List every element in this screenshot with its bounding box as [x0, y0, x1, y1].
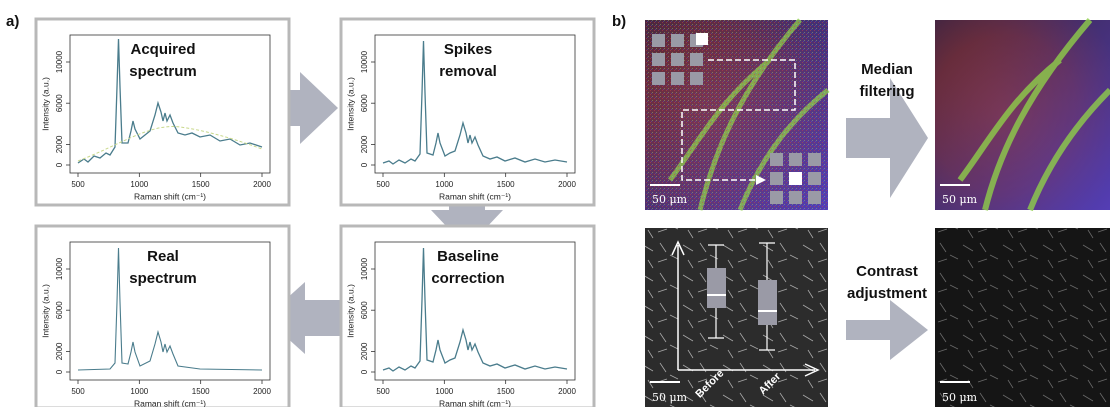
y-tick-label: 6000	[55, 94, 64, 112]
step-label: Median	[861, 61, 913, 78]
y-tick-label: 6000	[55, 301, 64, 319]
spectrum-panel: 500 1000 1500 2000 0 2000 6000 10000 Raman shift…	[341, 19, 594, 205]
step-label: adjustment	[847, 285, 927, 302]
y-tick-label: 10000	[360, 50, 369, 73]
y-tick-label: 6000	[360, 94, 369, 112]
x-tick-label: 1500	[497, 180, 515, 189]
x-tick-label: 1500	[192, 387, 210, 396]
y-axis-label: Intensity (a.u.)	[40, 284, 50, 338]
spectrum-panel: 500 1000 1500 2000 0 2000 6000 10000 Raman shift…	[36, 226, 289, 407]
x-tick-label: 1000	[435, 180, 453, 189]
x-tick-label: 2000	[253, 387, 271, 396]
y-axis-label: Intensity (a.u.)	[345, 77, 355, 131]
arrow	[846, 300, 928, 360]
x-tick-label: 2000	[558, 180, 576, 189]
y-tick-label: 0	[360, 369, 369, 374]
x-axis-label: Raman shift (cm⁻¹)	[134, 398, 206, 407]
y-tick-label: 0	[360, 162, 369, 167]
scale-bar-label: 50 μm	[652, 193, 688, 206]
panel-title: spectrum	[129, 270, 197, 287]
x-tick-label: 1500	[497, 387, 515, 396]
x-tick-label: 1500	[192, 180, 210, 189]
panel-title: removal	[439, 63, 497, 80]
x-tick-label: 500	[71, 387, 85, 396]
y-tick-label: 2000	[360, 342, 369, 360]
x-tick-label: 1000	[130, 387, 148, 396]
x-tick-label: 1000	[435, 387, 453, 396]
scale-bar-label: 50 μm	[652, 391, 688, 404]
y-tick-label: 2000	[55, 342, 64, 360]
panel-title: Spikes	[444, 41, 492, 58]
panel-title: Real	[147, 248, 179, 265]
x-tick-label: 2000	[253, 180, 271, 189]
y-tick-label: 2000	[360, 135, 369, 153]
panel-title: correction	[431, 270, 504, 287]
x-tick-label: 500	[71, 180, 85, 189]
image-raw-gray	[645, 228, 828, 407]
step-label: filtering	[860, 83, 915, 100]
spectrum-panel: 500 1000 1500 2000 0 2000 6000 10000 Raman shift…	[36, 19, 289, 205]
y-tick-label: 10000	[55, 257, 64, 280]
figure: a) b)	[0, 0, 1110, 407]
image-raw	[645, 20, 828, 210]
y-axis-label: Intensity (a.u.)	[345, 284, 355, 338]
panel-title: Acquired	[130, 41, 195, 58]
panel-title: Baseline	[437, 248, 499, 265]
y-tick-label: 0	[55, 369, 64, 374]
spectrum-panel: 500 1000 1500 2000 0 2000 6000 10000 Raman shift…	[341, 226, 594, 407]
x-tick-label: 2000	[558, 387, 576, 396]
y-tick-label: 10000	[55, 50, 64, 73]
panel-title: spectrum	[129, 63, 197, 80]
y-tick-label: 0	[55, 162, 64, 167]
x-axis-label: Raman shift (cm⁻¹)	[439, 398, 511, 407]
image-contrast	[935, 228, 1110, 407]
step-label: Contrast	[856, 263, 918, 280]
x-tick-label: 500	[376, 180, 390, 189]
y-axis-label: Intensity (a.u.)	[40, 77, 50, 131]
scale-bar-label: 50 μm	[942, 391, 978, 404]
panel-label: b)	[612, 13, 626, 30]
panel-label: a)	[6, 13, 19, 30]
scale-bar-label: 50 μm	[942, 193, 978, 206]
y-tick-label: 10000	[360, 257, 369, 280]
x-axis-label: Raman shift (cm⁻¹)	[439, 191, 511, 201]
x-tick-label: 500	[376, 387, 390, 396]
image-filtered	[935, 20, 1110, 210]
y-tick-label: 6000	[360, 301, 369, 319]
y-tick-label: 2000	[55, 135, 64, 153]
x-tick-label: 1000	[130, 180, 148, 189]
x-axis-label: Raman shift (cm⁻¹)	[134, 191, 206, 201]
